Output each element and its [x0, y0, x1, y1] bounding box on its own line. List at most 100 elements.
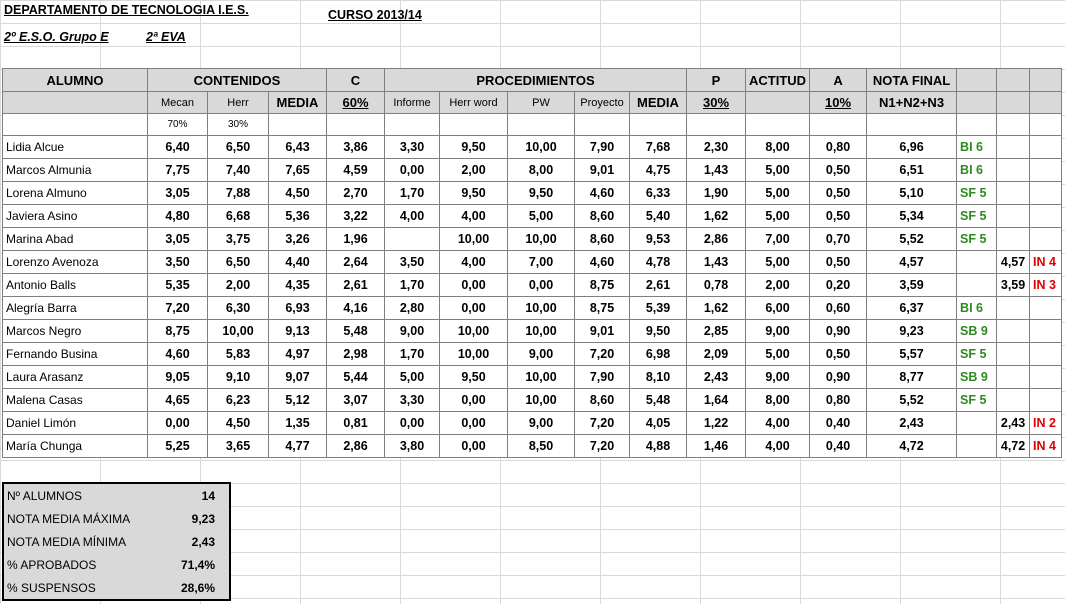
cell-herr-word[interactable]: 0,00 [439, 296, 508, 320]
cell-media[interactable]: 5,36 [268, 204, 327, 228]
cell-p[interactable]: 2,09 [686, 342, 746, 366]
herr-pct[interactable]: 30% [207, 113, 269, 136]
cell-informe[interactable]: 1,70 [384, 181, 440, 205]
fail-grade[interactable]: IN 4 [1029, 434, 1063, 458]
col-procedimientos[interactable]: PROCEDIMIENTOS [384, 68, 687, 92]
cell-informe[interactable]: 3,50 [384, 250, 440, 274]
cell-a[interactable]: 0,40 [809, 411, 868, 435]
student-name[interactable]: Malena Casas [2, 388, 148, 412]
col-p[interactable]: P [686, 68, 746, 92]
cell-media2[interactable]: 4,05 [629, 411, 687, 435]
stat-value[interactable]: 9,23 [191, 511, 215, 526]
grade-label[interactable]: BI 6 [956, 135, 998, 159]
cell-a[interactable]: 0,80 [809, 135, 868, 159]
cell-herr-word[interactable]: 2,00 [439, 158, 508, 182]
cell-c[interactable]: 2,70 [326, 181, 385, 205]
cell-c[interactable]: 4,16 [326, 296, 385, 320]
cell-c[interactable]: 0,81 [326, 411, 385, 435]
cell-media2[interactable]: 9,53 [629, 227, 687, 251]
cell-media2[interactable]: 4,78 [629, 250, 687, 274]
fail-grade[interactable] [1029, 296, 1063, 320]
cell-a[interactable]: 0,70 [809, 227, 868, 251]
fail-note[interactable] [996, 227, 1031, 251]
fail-note[interactable] [996, 181, 1031, 205]
cell-p[interactable]: 1,22 [686, 411, 746, 435]
fail-note[interactable] [996, 204, 1031, 228]
cell-pw[interactable]: 10,00 [507, 135, 575, 159]
cell-herr-word[interactable]: 4,00 [439, 250, 508, 274]
cell-final[interactable]: 6,37 [866, 296, 958, 320]
cell-c[interactable]: 2,98 [326, 342, 385, 366]
col-nota-final[interactable]: NOTA FINAL [866, 68, 958, 92]
fail-note[interactable] [996, 135, 1031, 159]
cell-herr[interactable]: 10,00 [207, 319, 269, 343]
cell-herr-word[interactable]: 10,00 [439, 227, 508, 251]
cell-herr[interactable]: 3,75 [207, 227, 269, 251]
fail-note[interactable]: 3,59 [996, 273, 1031, 297]
cell-p[interactable]: 1,43 [686, 250, 746, 274]
cell-media2[interactable]: 7,68 [629, 135, 687, 159]
col-proyecto[interactable]: Proyecto [574, 91, 630, 114]
cell-informe[interactable]: 0,00 [384, 158, 440, 182]
cell-informe[interactable]: 0,00 [384, 411, 440, 435]
cell-mecan[interactable]: 6,40 [147, 135, 208, 159]
cell-herr-word[interactable]: 0,00 [439, 434, 508, 458]
cell-pw[interactable]: 10,00 [507, 296, 575, 320]
cell-c[interactable]: 2,61 [326, 273, 385, 297]
cell-pw[interactable]: 10,00 [507, 365, 575, 389]
cell-final[interactable]: 5,52 [866, 227, 958, 251]
cell-a[interactable]: 0,50 [809, 342, 868, 366]
col-mecan[interactable]: Mecan [147, 91, 208, 114]
cell-media[interactable]: 6,93 [268, 296, 327, 320]
cell-proyecto[interactable]: 4,60 [574, 181, 630, 205]
cell-proyecto[interactable]: 7,90 [574, 365, 630, 389]
grade-label[interactable]: BI 6 [956, 296, 998, 320]
stat-value[interactable]: 2,43 [191, 534, 215, 549]
cell-pw[interactable]: 7,00 [507, 250, 575, 274]
cell-actitud[interactable]: 5,00 [744, 204, 811, 228]
col-herr-word[interactable]: Herr word [439, 91, 508, 114]
cell-proyecto[interactable]: 7,20 [574, 342, 630, 366]
cell-c[interactable]: 3,07 [326, 388, 385, 412]
stat-value[interactable]: 28,6% [180, 580, 215, 595]
cell-pw[interactable]: 8,50 [507, 434, 575, 458]
cell-actitud[interactable]: 5,00 [744, 342, 811, 366]
fail-grade[interactable] [1029, 204, 1063, 228]
cell-mecan[interactable]: 7,20 [147, 296, 208, 320]
cell-final[interactable]: 4,57 [866, 250, 958, 274]
cell-mecan[interactable]: 7,75 [147, 158, 208, 182]
cell-proyecto[interactable]: 8,75 [574, 273, 630, 297]
cell-actitud[interactable]: 4,00 [744, 434, 811, 458]
col-formula[interactable]: N1+N2+N3 [866, 91, 958, 114]
cell-herr[interactable]: 6,30 [207, 296, 269, 320]
cell-p[interactable]: 1,64 [686, 388, 746, 412]
cell-media2[interactable]: 5,48 [629, 388, 687, 412]
cell-p[interactable]: 1,62 [686, 296, 746, 320]
cell-mecan[interactable]: 3,50 [147, 250, 208, 274]
cell-media[interactable]: 9,13 [268, 319, 327, 343]
stat-label[interactable]: % SUSPENSOS [7, 580, 96, 595]
cell-media2[interactable]: 6,98 [629, 342, 687, 366]
cell-herr[interactable]: 6,50 [207, 135, 269, 159]
fail-grade[interactable] [1029, 158, 1063, 182]
col-a[interactable]: A [809, 68, 868, 92]
grade-label[interactable]: SF 5 [956, 227, 998, 251]
cell-herr[interactable]: 6,50 [207, 250, 269, 274]
cell-proyecto[interactable]: 9,01 [574, 158, 630, 182]
grade-label[interactable] [956, 273, 998, 297]
cell-p[interactable]: 2,86 [686, 227, 746, 251]
cell-pw[interactable]: 10,00 [507, 388, 575, 412]
cell-final[interactable]: 6,51 [866, 158, 958, 182]
fail-grade[interactable] [1029, 181, 1063, 205]
fail-note[interactable]: 4,57 [996, 250, 1031, 274]
cell-c[interactable]: 4,59 [326, 158, 385, 182]
cell-informe[interactable]: 5,00 [384, 365, 440, 389]
cell-proyecto[interactable]: 7,90 [574, 135, 630, 159]
cell-herr-word[interactable]: 0,00 [439, 388, 508, 412]
cell-c[interactable]: 2,64 [326, 250, 385, 274]
cell-mecan[interactable]: 5,35 [147, 273, 208, 297]
cell-final[interactable]: 8,77 [866, 365, 958, 389]
fail-grade[interactable]: IN 2 [1029, 411, 1063, 435]
cell-mecan[interactable]: 8,75 [147, 319, 208, 343]
cell-mecan[interactable]: 0,00 [147, 411, 208, 435]
